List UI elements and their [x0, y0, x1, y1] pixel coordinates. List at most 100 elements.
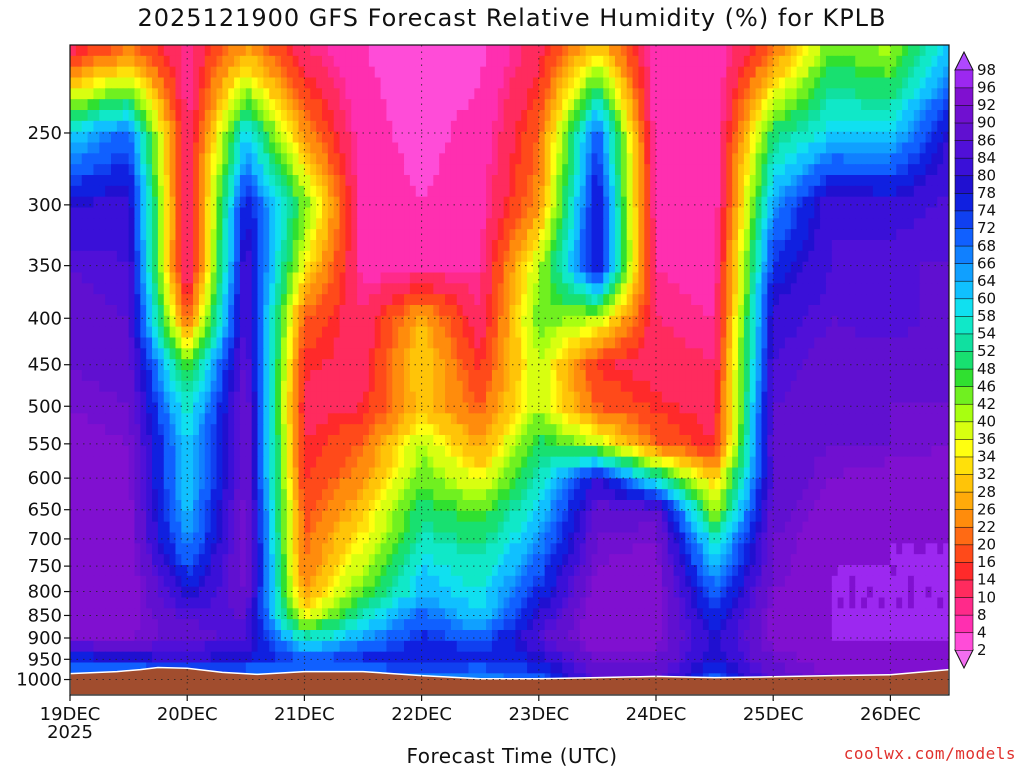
humidity-cell — [632, 153, 640, 165]
humidity-cell — [720, 272, 727, 284]
humidity-cell — [427, 45, 434, 57]
humidity-cell — [866, 164, 874, 176]
humidity-cell — [462, 120, 470, 133]
humidity-cell — [843, 77, 850, 89]
humidity-cell — [503, 185, 511, 198]
humidity-cell — [216, 131, 223, 144]
humidity-cell — [679, 337, 686, 349]
humidity-cell — [790, 305, 798, 317]
humidity-cell — [298, 315, 305, 328]
humidity-cell — [70, 380, 77, 393]
humidity-cell — [521, 153, 528, 165]
humidity-cell — [116, 326, 124, 339]
humidity-cell — [128, 272, 136, 284]
humidity-cell — [661, 315, 669, 328]
humidity-cell — [685, 55, 692, 68]
humidity-cell — [609, 110, 616, 122]
humidity-cell — [825, 131, 833, 144]
humidity-cell — [907, 175, 915, 187]
humidity-cell — [902, 391, 909, 404]
humidity-cell — [87, 305, 95, 317]
humidity-cell — [861, 272, 868, 284]
humidity-cell — [685, 272, 692, 284]
humidity-cell — [644, 305, 651, 317]
humidity-cell — [327, 261, 335, 274]
humidity-cell — [937, 294, 944, 306]
humidity-cell — [685, 153, 692, 165]
humidity-cell — [357, 391, 364, 404]
humidity-cell — [726, 250, 733, 263]
humidity-cell — [181, 164, 188, 176]
humidity-cell — [790, 283, 798, 295]
humidity-cell — [650, 370, 657, 382]
humidity-cell — [70, 110, 77, 122]
humidity-cell — [550, 337, 557, 349]
humidity-cell — [720, 250, 727, 263]
humidity-cell — [620, 391, 628, 404]
humidity-cell — [761, 240, 768, 252]
humidity-cell — [697, 153, 704, 165]
humidity-cell — [204, 218, 212, 230]
humidity-cell — [251, 207, 259, 219]
humidity-cell — [140, 348, 147, 360]
humidity-cell — [257, 402, 264, 414]
humidity-cell — [843, 120, 850, 133]
humidity-cell — [691, 110, 698, 122]
humidity-cell — [784, 153, 792, 165]
humidity-cell — [796, 110, 804, 122]
humidity-cell — [409, 294, 417, 306]
humidity-cell — [81, 380, 89, 393]
humidity-cell — [257, 272, 264, 284]
humidity-cell — [521, 326, 528, 339]
humidity-cell — [298, 261, 305, 274]
humidity-cell — [738, 164, 745, 176]
humidity-cell — [445, 348, 452, 360]
humidity-cell — [720, 120, 727, 133]
humidity-cell — [738, 142, 745, 154]
humidity-cell — [779, 337, 786, 349]
humidity-cell — [239, 131, 247, 144]
humidity-cell — [87, 66, 95, 79]
humidity-cell — [427, 66, 434, 79]
humidity-cell — [831, 218, 839, 230]
humidity-cell — [93, 99, 100, 111]
humidity-cell — [562, 380, 569, 393]
humidity-cell — [720, 294, 727, 306]
humidity-cell — [820, 240, 827, 252]
humidity-cell — [310, 229, 317, 241]
humidity-cell — [75, 294, 83, 306]
humidity-cell — [204, 185, 212, 198]
humidity-cell — [175, 164, 182, 176]
humidity-cell — [837, 164, 845, 176]
humidity-cell — [890, 359, 897, 371]
humidity-cell — [779, 326, 786, 339]
humidity-cell — [831, 55, 839, 68]
humidity-cell — [245, 175, 253, 187]
humidity-cell — [81, 326, 89, 339]
humidity-cell — [204, 142, 212, 154]
humidity-cell — [116, 88, 124, 100]
humidity-cell — [937, 55, 944, 68]
humidity-cell — [907, 283, 915, 295]
humidity-cell — [708, 315, 716, 328]
humidity-cell — [421, 175, 429, 187]
humidity-cell — [116, 66, 124, 79]
humidity-cell — [720, 77, 727, 89]
humidity-cell — [99, 175, 106, 187]
humidity-cell — [93, 175, 100, 187]
humidity-cell — [878, 250, 886, 263]
humidity-cell — [527, 218, 534, 230]
humidity-cell — [181, 229, 188, 241]
humidity-cell — [368, 229, 376, 241]
humidity-cell — [269, 45, 276, 57]
humidity-cell — [427, 294, 434, 306]
humidity-cell — [280, 185, 288, 198]
humidity-cell — [697, 370, 704, 382]
humidity-cell — [538, 120, 546, 133]
humidity-cell — [345, 77, 352, 89]
humidity-cell — [333, 45, 341, 57]
humidity-cell — [855, 326, 862, 339]
humidity-cell — [843, 370, 850, 382]
humidity-cell — [333, 66, 341, 79]
humidity-cell — [814, 261, 821, 274]
